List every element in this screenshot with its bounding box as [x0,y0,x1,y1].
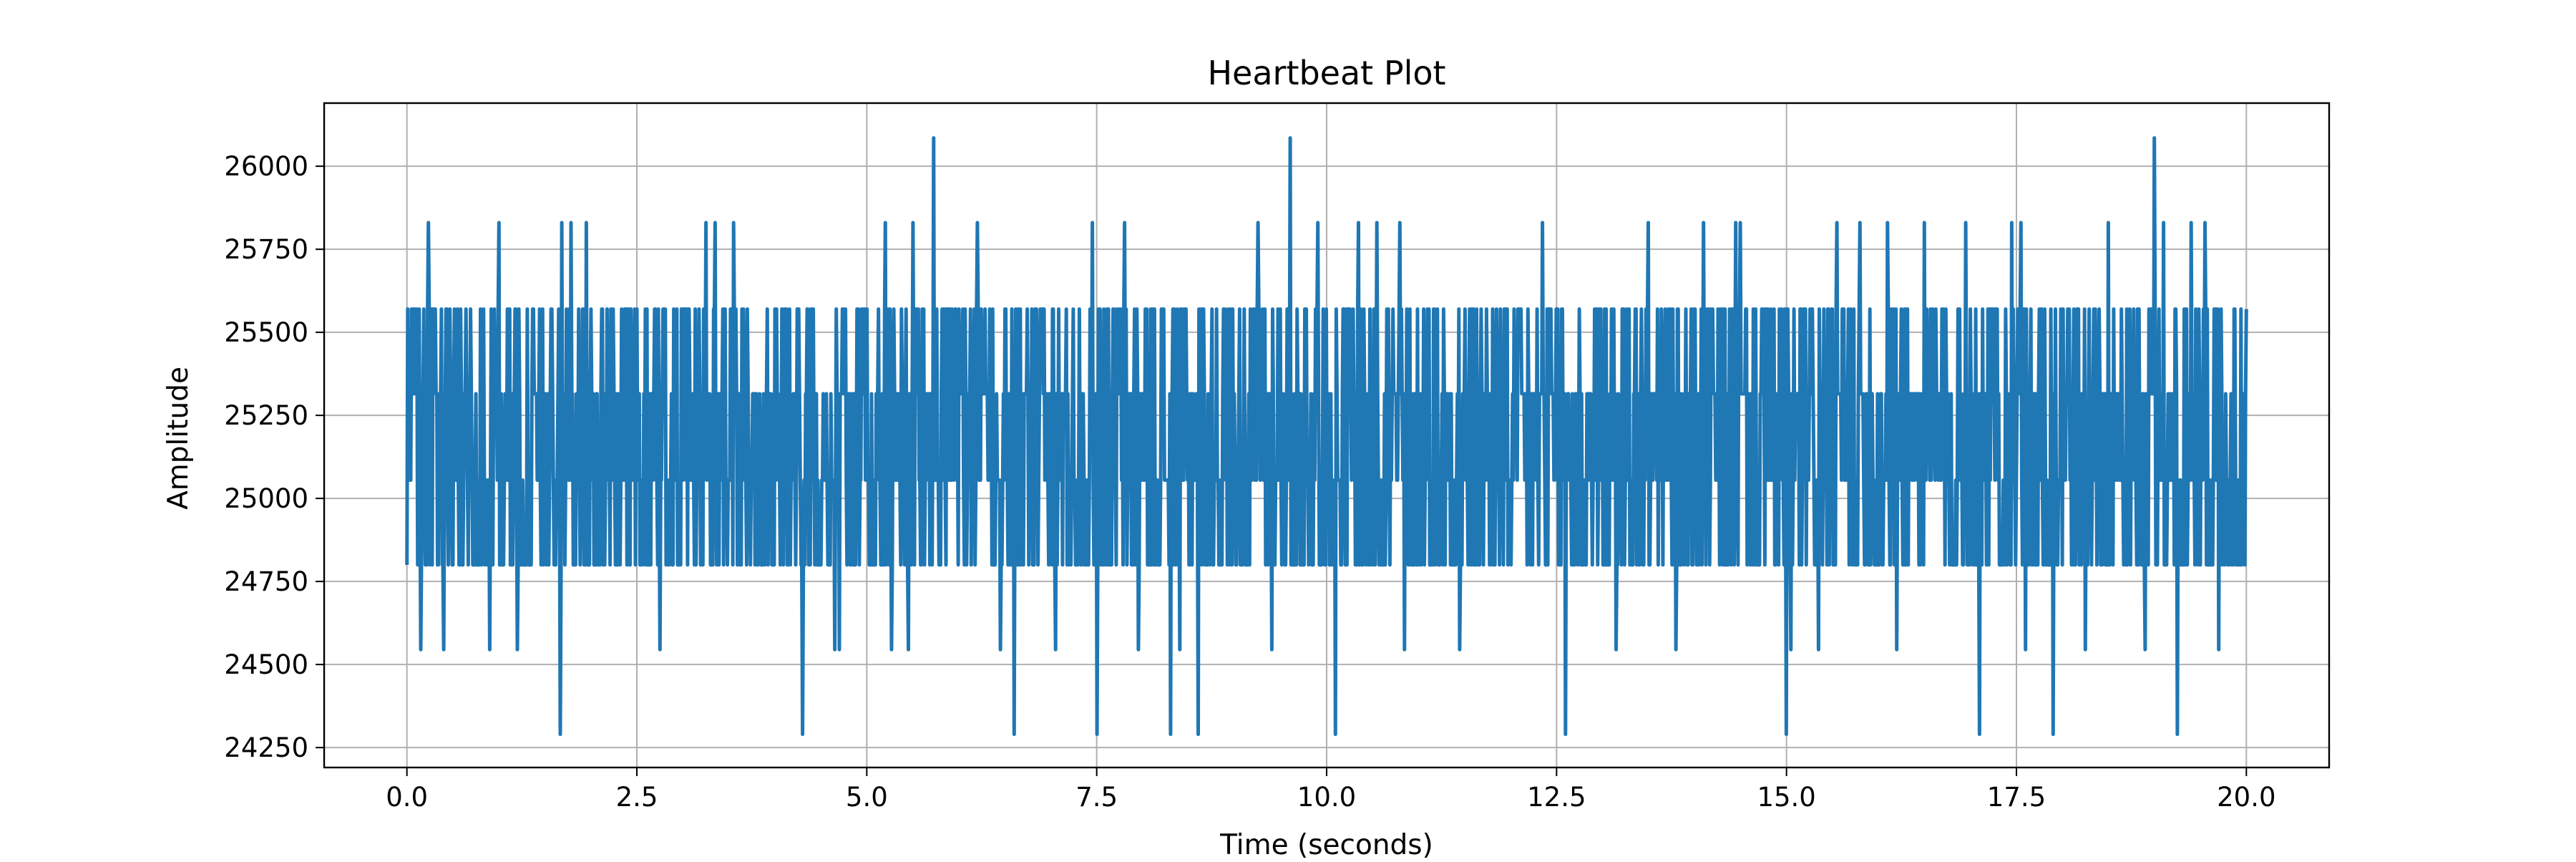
chart-title: Heartbeat Plot [1207,54,1445,92]
y-tick-label: 25750 [224,234,308,265]
x-tick-label: 0.0 [386,782,428,813]
y-tick-label: 25500 [224,317,308,348]
y-axis-ticks: 24250 24500 24750 25000 25250 25500 25750 26000 [224,151,324,763]
x-tick-label: 15.0 [1757,782,1815,813]
x-axis-label: Time (seconds) [1219,829,1433,859]
x-tick-label: 5.0 [846,782,888,813]
y-tick-label: 24500 [224,649,308,680]
x-tick-label: 17.5 [1987,782,2046,813]
x-axis-ticks: 0.0 2.5 5.0 7.5 10.0 12.5 15.0 17.5 20.0 [386,767,2276,813]
x-tick-label: 7.5 [1075,782,1118,813]
x-tick-label: 20.0 [2217,782,2275,813]
heartbeat-series-line [405,136,2248,737]
x-tick-label: 12.5 [1527,782,1586,813]
y-axis-label: Amplitude [162,367,195,510]
y-tick-label: 24250 [224,732,308,763]
y-tick-label: 25000 [224,483,308,514]
y-tick-label: 26000 [224,151,308,182]
series-layer [405,136,2248,737]
y-tick-label: 24750 [224,566,308,597]
x-tick-label: 10.0 [1297,782,1356,813]
x-tick-label: 2.5 [616,782,658,813]
y-tick-label: 25250 [224,400,308,431]
